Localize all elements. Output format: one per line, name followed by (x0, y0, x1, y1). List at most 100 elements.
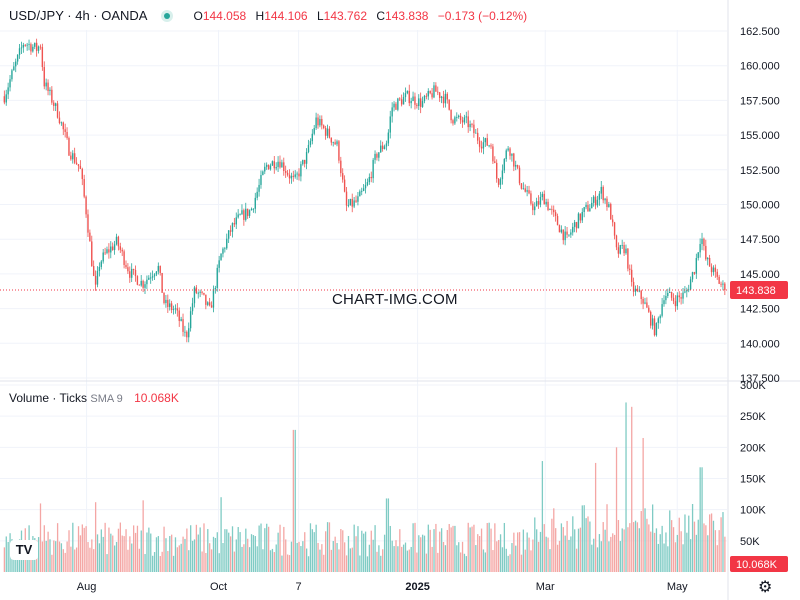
volume-bar (477, 534, 479, 572)
candle-body (418, 98, 420, 107)
candle-body (54, 103, 57, 106)
volume-bar (724, 536, 726, 572)
volume-bar (509, 554, 511, 572)
candle-body (566, 231, 568, 235)
candle-body (457, 115, 460, 118)
price-tick-label: 152.500 (740, 165, 780, 177)
volume-bar (456, 545, 458, 572)
candle-body (606, 198, 608, 207)
tradingview-logo-icon[interactable]: TV (10, 540, 38, 560)
candle-body (688, 289, 690, 291)
volume-title[interactable]: Volume · Ticks (9, 391, 88, 405)
candle-body (288, 174, 291, 179)
volume-bar (190, 525, 192, 572)
volume-bar (74, 549, 76, 572)
candle-body (30, 44, 32, 52)
volume-bar (602, 522, 604, 572)
volume-bar (399, 529, 401, 572)
candle-body (648, 307, 650, 312)
volume-bar (64, 552, 66, 572)
candle-body (319, 118, 321, 126)
candle-body (108, 249, 110, 253)
volume-bar (133, 525, 135, 572)
volume-bar (336, 542, 338, 572)
candle-body (714, 267, 717, 272)
volume-bar (209, 543, 211, 572)
candle-body (676, 295, 679, 307)
volume-bar (530, 550, 532, 572)
candle-body (317, 117, 319, 126)
candle-body (442, 96, 445, 104)
symbol-title[interactable]: USD/JPY · 4h · OANDA (9, 8, 148, 23)
candle-body (646, 302, 648, 308)
candle-body (66, 131, 68, 139)
candle-body (638, 290, 640, 292)
volume-bar (68, 530, 70, 572)
volume-bar (653, 532, 656, 572)
volume-bar (172, 555, 175, 572)
price-tick-label: 140.000 (740, 338, 780, 350)
volume-bar (338, 549, 340, 572)
candle-body (615, 235, 618, 248)
candle-body (380, 145, 382, 153)
candle-body (465, 116, 467, 118)
volume-bar (536, 529, 538, 572)
candle-body (596, 199, 599, 206)
candle-body (119, 246, 121, 250)
candle-body (73, 153, 76, 163)
volume-last-tag (730, 556, 788, 572)
volume-bar (364, 531, 367, 572)
candle-body (153, 274, 156, 277)
time-tick-label: Oct (210, 581, 227, 593)
volume-bar (252, 535, 255, 572)
volume-bar (450, 527, 452, 572)
volume-bar (469, 527, 471, 572)
candle-body (526, 190, 528, 192)
candle-body (167, 299, 169, 307)
volume-bar (581, 505, 583, 572)
candle-body (201, 291, 203, 293)
volume-bar (636, 522, 639, 572)
candle-body (237, 214, 239, 218)
gear-icon[interactable]: ⚙ (758, 579, 773, 596)
candle-body (587, 204, 589, 212)
candle-body (353, 200, 355, 207)
volume-bar (480, 528, 483, 572)
volume-bar (629, 523, 631, 572)
candle-body (87, 214, 89, 233)
volume-bar (490, 528, 492, 572)
candle-body (591, 202, 593, 209)
candle-body (467, 116, 469, 128)
candle-body (351, 198, 353, 207)
candle-body (340, 160, 342, 174)
volume-bar (541, 461, 544, 572)
candle-body (121, 249, 123, 252)
volume-bar (401, 546, 403, 572)
volume-bar (613, 534, 616, 572)
volume-bar (15, 552, 17, 572)
volume-bar (593, 538, 595, 572)
volume-bar (659, 534, 661, 572)
candle-body (193, 287, 196, 304)
volume-bar (117, 528, 120, 572)
candle-body (522, 188, 525, 190)
candle-body (625, 248, 627, 254)
volume-bar (273, 552, 275, 572)
volume-bar (87, 542, 89, 572)
candle-body (220, 253, 222, 261)
volume-bar (372, 539, 374, 572)
candle-body (79, 165, 82, 169)
volume-bar (378, 545, 380, 572)
candle-body (277, 161, 279, 168)
volume-bar (707, 535, 709, 572)
volume-bar (207, 529, 209, 572)
candle-body (305, 152, 308, 164)
volume-bar (203, 523, 205, 572)
volume-bar (205, 552, 207, 572)
volume-bar (178, 545, 180, 572)
candle-body (450, 109, 452, 121)
candle-body (686, 290, 688, 292)
time-tick-label: 2025 (405, 581, 429, 593)
candle-body (492, 146, 494, 162)
